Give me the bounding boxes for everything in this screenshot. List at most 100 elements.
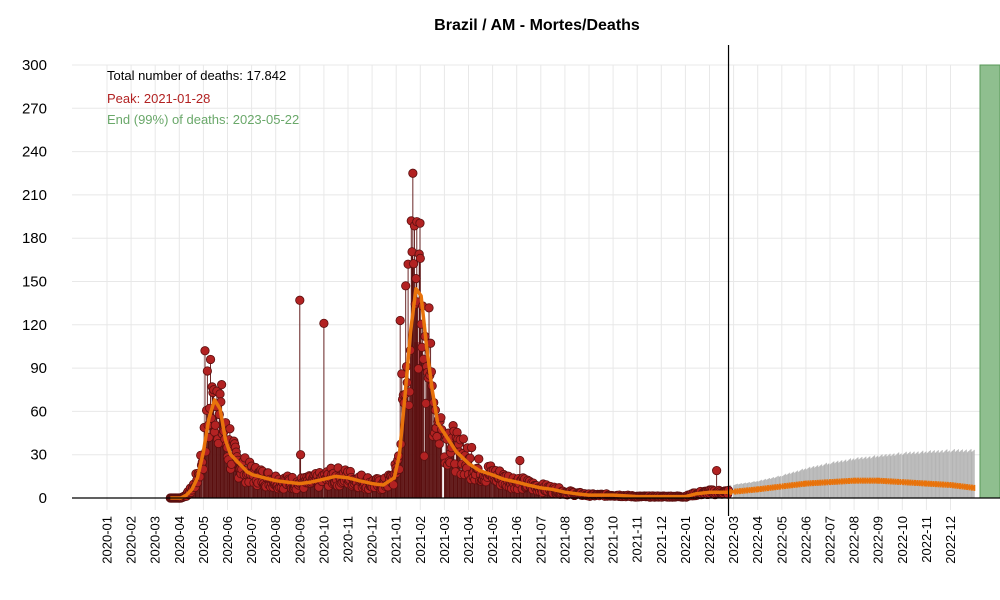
forecast-interval-bar [962,452,964,498]
x-tick-label: 2021-08 [557,516,572,564]
forecast-interval-bar [912,452,914,498]
forecast-interval-bar [857,457,859,498]
forecast-interval-bar [885,454,887,498]
forecast-interval-bar [937,450,939,498]
forecast-interval-bar [937,450,938,498]
forecast-interval-bar [905,452,906,498]
forecast-interval-bar [897,453,899,498]
axes: 0 30 60 90 120 150 180 210 240 270 300 2020-01 2020-… [22,45,1000,564]
forecast-interval-bar [973,450,974,498]
forecast-interval-bar [875,456,877,498]
forecast-interval-bar [901,455,903,498]
x-tick-label: 2021-02 [413,516,428,564]
forecast-interval-bar [947,451,949,498]
y-tick-label: 270 [22,100,47,117]
daily-point [388,480,399,490]
x-tick-label: 2021-01 [389,516,404,564]
forecast-interval-bar [960,450,962,498]
forecast-interval-bar [971,451,973,498]
forecast-interval-bar [904,453,906,498]
forecast-interval-bar [911,453,913,498]
forecast-interval-bar [898,452,900,498]
forecast-interval-bar [873,455,875,498]
daily-point [395,315,405,326]
forecast-interval-bar [946,449,948,498]
forecast-interval-bar [896,453,898,498]
daily-point [408,168,418,178]
daily-point [215,389,225,399]
x-tick-label: 2022-03 [726,516,741,564]
forecast-interval-bar [958,449,959,498]
x-tick-label: 2020-11 [341,516,356,563]
forecast-interval-bar [951,451,953,498]
forecast-interval-bar [899,454,901,498]
end-band [979,64,1000,499]
forecast-interval-bar [927,452,929,498]
forecast-interval-bar [924,452,925,498]
forecast-interval-bar [965,449,967,498]
forecast-interval-bar [964,450,966,498]
x-tick-label: 2022-02 [702,516,717,564]
forecast-interval-bar [881,454,883,498]
forecast-interval-bar [889,453,891,498]
daily-point [515,455,525,466]
forecast-interval-bar [880,455,882,498]
daily-point [319,318,329,328]
forecast-interval-bar [906,454,908,498]
forecast-interval-bar [968,451,970,498]
daily-point [210,420,220,430]
daily-point [411,274,421,284]
daily-point [401,281,411,291]
y-tick-label: 120 [22,317,47,334]
forecast-interval-bar [941,450,943,498]
forecast-interval-bar [948,451,949,498]
forecast-interval-bar [920,452,922,498]
forecast-interval-bar [918,454,920,498]
forecast-interval-bar [929,450,931,498]
forecast-interval-bar [926,453,928,498]
daily-point [424,303,434,313]
forecast-interval-bar [864,457,866,498]
forecast-interval-bar [933,450,935,498]
forecast-interval-bar [888,454,890,498]
forecast-interval-bar [910,454,912,498]
x-tick-label: 2021-03 [437,516,452,564]
chart-title: Brazil / AM - Mortes/Deaths [434,17,640,34]
forecast-interval-bar [919,453,921,498]
grid [72,64,1000,510]
daily-point [458,434,469,444]
x-tick-label: 2021-07 [533,516,548,564]
forecast-interval-bar [879,456,881,498]
forecast-interval-bar [956,450,958,498]
forecast-interval-bar [865,456,867,498]
daily-point [397,369,407,379]
x-tick-label: 2021-05 [485,516,500,564]
forecast-interval-bar [933,450,934,498]
x-tick-label: 2020-07 [244,516,259,564]
x-tick-label: 2022-05 [774,516,789,564]
x-tick-label: 2021-06 [509,516,524,564]
x-tick-label: 2021-04 [461,516,476,564]
y-tick-label: 0 [39,490,47,507]
x-tick-label: 2020-12 [365,516,380,564]
daily-point [217,380,227,390]
y-tick-label: 60 [30,403,47,420]
forecast-interval-bar [894,455,896,498]
forecast-interval-bar [934,452,936,498]
forecast-interval-bar [961,450,962,498]
forecast-interval-bar [903,453,905,498]
x-tick-label: 2022-07 [823,516,838,564]
x-tick-label: 2020-05 [196,516,211,564]
x-tick-label: 2021-10 [606,516,621,564]
daily-point [467,442,477,453]
forecast-interval-bar [950,451,952,498]
forecast-interval-bar [972,451,974,498]
forecast-interval-bar [908,452,910,498]
y-tick-label: 300 [22,57,47,74]
x-tick-label: 2021-11 [630,516,645,563]
forecast-interval-bar [886,456,888,498]
forecast-interval-bar [923,453,925,498]
forecast-interval-bar [970,449,972,498]
forecast-interval-bar [913,451,915,498]
daily-point [409,259,419,269]
